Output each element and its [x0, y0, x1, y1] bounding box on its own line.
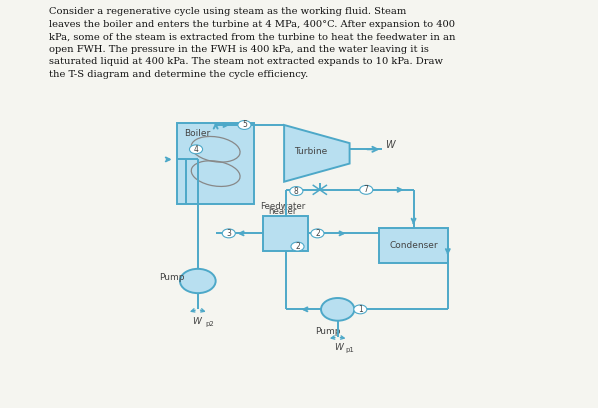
Circle shape — [180, 269, 216, 293]
Circle shape — [311, 229, 324, 238]
Text: 2: 2 — [315, 229, 320, 238]
FancyBboxPatch shape — [263, 216, 308, 251]
Circle shape — [354, 305, 367, 314]
Circle shape — [291, 242, 304, 251]
Circle shape — [238, 120, 251, 129]
Text: Turbine: Turbine — [294, 147, 328, 156]
FancyBboxPatch shape — [177, 123, 254, 204]
Text: Consider a regenerative cycle using steam as the working fluid. Steam
leaves the: Consider a regenerative cycle using stea… — [49, 7, 456, 79]
Circle shape — [321, 298, 355, 321]
Text: Pump: Pump — [159, 273, 185, 282]
Text: W: W — [385, 140, 395, 150]
Text: 8: 8 — [294, 186, 298, 195]
Text: W: W — [334, 343, 343, 352]
Text: Boiler: Boiler — [184, 129, 210, 138]
Circle shape — [190, 145, 203, 154]
Text: Feedwater: Feedwater — [260, 202, 306, 211]
Text: Pump: Pump — [315, 327, 341, 336]
Polygon shape — [284, 125, 350, 182]
Text: heater: heater — [268, 207, 297, 216]
Text: 4: 4 — [194, 145, 199, 154]
Circle shape — [222, 229, 235, 238]
Text: W: W — [192, 317, 201, 326]
Circle shape — [290, 186, 303, 195]
FancyBboxPatch shape — [379, 228, 448, 263]
Text: Condenser: Condenser — [389, 241, 438, 250]
Text: 3: 3 — [226, 229, 231, 238]
Text: 1: 1 — [358, 305, 362, 314]
Circle shape — [360, 185, 373, 194]
Text: 2: 2 — [295, 242, 300, 251]
Text: 5: 5 — [242, 120, 247, 129]
Text: 7: 7 — [364, 185, 369, 194]
Text: p2: p2 — [205, 321, 213, 326]
Text: p1: p1 — [346, 347, 354, 353]
